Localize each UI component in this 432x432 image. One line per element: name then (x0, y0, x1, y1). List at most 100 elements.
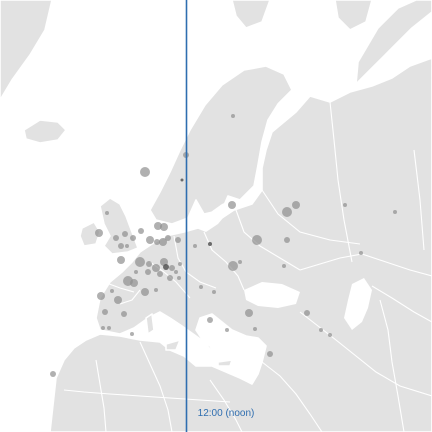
city-dot (107, 326, 111, 330)
city-dot (110, 289, 114, 293)
city-dot (113, 235, 119, 241)
border-line (329, 101, 353, 263)
city-dot (122, 231, 128, 237)
city-dot (267, 351, 273, 357)
svalbard-island (231, 0, 271, 29)
city-dot (157, 271, 163, 277)
city-dot (125, 244, 129, 248)
city-dot (154, 288, 158, 292)
city-dot (102, 309, 108, 315)
eurasia-africa (49, 57, 432, 432)
city-dot (159, 238, 167, 246)
city-dot (304, 310, 310, 316)
border-line (261, 361, 323, 432)
city-dot (231, 114, 235, 118)
sardinia (145, 313, 155, 335)
border-line (63, 389, 231, 403)
border-line (235, 209, 301, 271)
city-dot (146, 261, 152, 267)
city-dot (208, 242, 212, 246)
caspian-sea (344, 278, 372, 330)
city-dot (134, 270, 138, 274)
city-dot (154, 222, 162, 230)
city-dot (121, 311, 127, 317)
city-dot (212, 290, 216, 294)
border-line (371, 285, 432, 323)
city-dot (101, 326, 105, 330)
great-britain (99, 197, 139, 255)
city-dot (282, 264, 286, 268)
city-dot (180, 178, 184, 182)
city-dot (95, 229, 103, 237)
border-line (103, 281, 135, 293)
city-dot (177, 276, 181, 280)
city-dot (165, 235, 171, 241)
city-dot (225, 328, 229, 332)
arctic-island (334, 0, 373, 31)
city-dot (141, 288, 149, 296)
city-dot (174, 270, 178, 274)
city-dot (393, 210, 397, 214)
iceland (23, 119, 67, 144)
border-line (379, 299, 405, 432)
city-dot (152, 264, 160, 272)
city-dot (292, 201, 300, 209)
novaya-zemlya (355, 0, 432, 85)
city-dot (118, 243, 124, 249)
border-line (209, 379, 243, 432)
country-borders (63, 101, 432, 432)
city-dot (154, 239, 160, 245)
border-line (413, 149, 425, 251)
city-dot (284, 237, 290, 243)
city-dot (252, 235, 262, 245)
city-dot (130, 279, 138, 287)
ireland (79, 221, 101, 247)
city-dot (140, 167, 150, 177)
city-dot (146, 236, 154, 244)
city-dot (253, 327, 257, 331)
city-dot (343, 203, 347, 207)
city-dots-layer (50, 114, 397, 377)
city-dot (135, 257, 145, 267)
noon-label: 12:00 (noon) (198, 408, 255, 419)
crete (217, 359, 233, 367)
black-sea (244, 282, 300, 308)
city-dot (130, 235, 136, 241)
city-dot (145, 269, 151, 275)
baltic-sea (196, 198, 236, 232)
city-dot (160, 223, 168, 231)
city-dot (319, 328, 323, 332)
border-line (95, 359, 107, 432)
city-dot (228, 261, 238, 271)
city-dot (238, 260, 242, 264)
border-line (299, 311, 432, 397)
scandinavia (149, 65, 293, 225)
city-dot (175, 237, 181, 243)
city-dot (97, 292, 105, 300)
city-dot (114, 296, 122, 304)
city-dot (228, 201, 236, 209)
border-line (119, 289, 141, 305)
city-dot (193, 244, 197, 248)
city-dot (178, 262, 182, 266)
city-dot (282, 207, 292, 217)
sicily (165, 339, 181, 351)
city-dot (245, 309, 253, 317)
city-dot (130, 332, 134, 336)
city-dot (199, 285, 203, 289)
city-dot (163, 264, 169, 270)
city-dot (50, 371, 56, 377)
city-dot (207, 317, 213, 323)
border-line (261, 189, 361, 245)
city-dot (105, 211, 109, 215)
city-dot (359, 251, 363, 255)
city-dot (138, 228, 144, 234)
border-line (139, 341, 173, 432)
city-dot (167, 275, 173, 281)
city-dot (117, 256, 125, 264)
city-dot (169, 265, 175, 271)
city-dot (328, 333, 332, 337)
